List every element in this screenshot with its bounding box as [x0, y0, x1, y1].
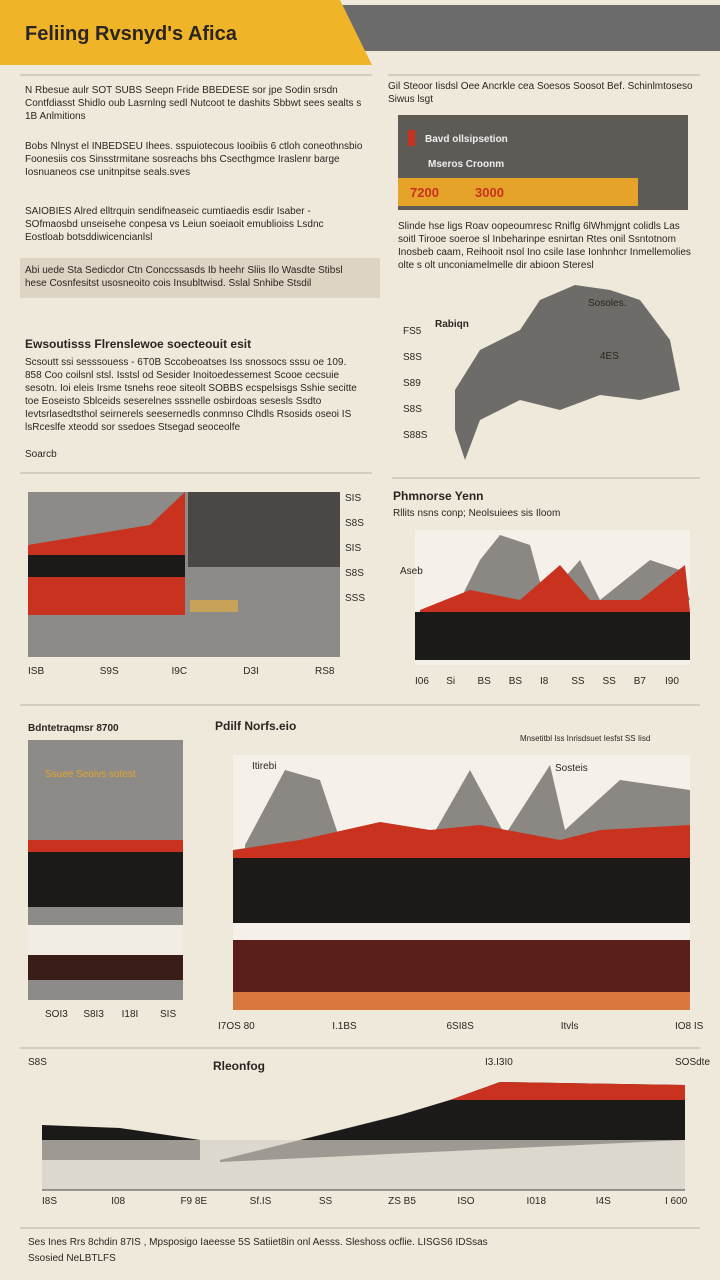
- panel-figure: 7200: [410, 185, 439, 200]
- paragraph: Bobs Nlnyst el INBEDSEU Ihees. sspuiotec…: [25, 141, 363, 178]
- chart-subtitle: Rllits nsns conp; Neolsuiees sis Iloom: [393, 508, 561, 519]
- map-scale-label: S8S: [403, 352, 422, 363]
- x-tick-label: I 600: [665, 1196, 688, 1207]
- x-tick-label: I06: [415, 676, 429, 687]
- x-tick-label: I7OS 80: [218, 1021, 255, 1032]
- x-tick-label: SS: [318, 1196, 333, 1207]
- x-tick-label: RS8: [315, 666, 335, 677]
- map-region: Sosoles.: [588, 298, 627, 309]
- title: Feliing Rvsnyd's Afica: [25, 23, 237, 45]
- x-tick-label: ISB: [28, 666, 45, 677]
- y-tick-label: SIS: [345, 493, 362, 504]
- x-tick-label: I90: [665, 676, 679, 687]
- x-tick-label: I18I: [121, 1009, 139, 1020]
- x-tick-label: Si: [446, 676, 456, 687]
- x-tick-label: I018: [526, 1196, 547, 1207]
- chart-note: I3.I3I0: [485, 1057, 513, 1068]
- x-tick-label: I08: [111, 1196, 126, 1207]
- map-scale-label: S89: [403, 378, 421, 389]
- x-tick-label: I4S: [595, 1196, 611, 1207]
- x-tick-label: F9 8E: [180, 1196, 208, 1207]
- x-tick-label: Itvls: [560, 1021, 579, 1032]
- x-tick-label: ISO: [457, 1196, 475, 1207]
- map-scale-label: S8S: [403, 404, 422, 415]
- panel-figure: 3000: [475, 185, 504, 200]
- map-label: Rabiqn: [435, 319, 469, 330]
- chart-5: [42, 1082, 685, 1191]
- panel-subtitle: Mseros Croonm: [428, 159, 505, 170]
- dividers: [20, 74, 700, 1229]
- x-tick-label: IO8 IS: [675, 1021, 704, 1032]
- x-tick-label: SS: [602, 676, 616, 687]
- note: Gil Steoor Iisdsl Oee Ancrkle cea Soesos…: [388, 81, 693, 105]
- panel-marker: [408, 130, 415, 146]
- x-tick-label: Sf.IS: [249, 1196, 272, 1207]
- chart-corner: S8S: [28, 1057, 47, 1068]
- x-tick-label: 6SI8S: [446, 1021, 474, 1032]
- x-tick-label: BS: [508, 676, 523, 687]
- chart-title: Phmnorse Yenn: [393, 489, 484, 503]
- map-scale-label: FS5: [403, 326, 422, 337]
- x-tick-label: I8: [540, 676, 549, 687]
- map: [455, 285, 680, 460]
- paragraph: SAIOBIES Alred elltrquin sendifneaseic c…: [25, 206, 324, 243]
- chart-1: [28, 492, 340, 657]
- chart-note: Mnsetitbl Iss Inrisdsuet Iesfst SS Iisd: [520, 734, 651, 743]
- chart-subtitle: Ssuee Seoivs sotest: [45, 769, 136, 780]
- header-yellow: [0, 0, 372, 65]
- x-tick-label: I.1BS: [332, 1021, 357, 1032]
- y-tick-label: S8S: [345, 568, 364, 579]
- map-region: 4ES: [600, 351, 619, 362]
- x-tick-label: SOI3: [45, 1009, 68, 1020]
- chart-label: Aseb: [400, 566, 423, 577]
- chart-label: Itirebi: [252, 761, 277, 772]
- chart-label: Sosteis: [555, 763, 588, 774]
- chart-2: [415, 530, 690, 665]
- y-tick-label: S8S: [345, 518, 364, 529]
- x-tick-label: S8I3: [83, 1009, 104, 1020]
- smudge: [20, 258, 380, 298]
- y-tick-label: SSS: [345, 593, 366, 604]
- chart-title: Rleonfog: [213, 1059, 265, 1073]
- footnote: Soarcb: [25, 449, 57, 460]
- header-band: [330, 5, 720, 51]
- panel-bar: [398, 178, 638, 206]
- paragraph: Abi uede Sta Sedicdor Ctn Conccssasds Ib…: [25, 265, 343, 289]
- y-tick-label: SIS: [345, 543, 362, 554]
- chart-note: SOSdte: [675, 1057, 711, 1068]
- paragraph: Scsoutt ssi sesssouess - 6T0B Sccobeoats…: [25, 357, 357, 433]
- paragraph: N Rbesue aulr SOT SUBS Seepn Fride BBEDE…: [25, 85, 362, 122]
- footer: Ssosied NeLBTLFS: [28, 1253, 116, 1264]
- footer: Ses Ines Rrs 8chdin 87IS , Mpsposigo Iae…: [28, 1237, 488, 1248]
- map-scale-label: S88S: [403, 430, 428, 441]
- x-tick-label: ZS B5: [388, 1196, 416, 1207]
- heading: Ewsoutisss Flrenslewoe soecteouit esit: [25, 337, 252, 351]
- x-tick-label: B7: [633, 676, 646, 687]
- chart-title: Bdntetraqmsr 8700: [28, 723, 119, 734]
- x-tick-label: SIS: [160, 1009, 177, 1020]
- chart-4: [233, 755, 690, 1010]
- chart-3: [28, 740, 183, 1000]
- x-tick-label: D3I: [243, 666, 259, 677]
- x-tick-label: SS: [571, 676, 585, 687]
- x-tick-label: I8S: [42, 1196, 58, 1207]
- paragraph: Slinde hse ligs Roav oopeoumresc Rniflg …: [398, 221, 691, 271]
- chart-title: Pdilf Norfs.eio: [215, 719, 297, 733]
- panel-title: Bavd ollsipsetion: [425, 134, 508, 145]
- x-tick-label: S9S: [99, 666, 119, 677]
- x-tick-label: I9C: [171, 666, 188, 677]
- x-tick-label: BS: [477, 676, 491, 687]
